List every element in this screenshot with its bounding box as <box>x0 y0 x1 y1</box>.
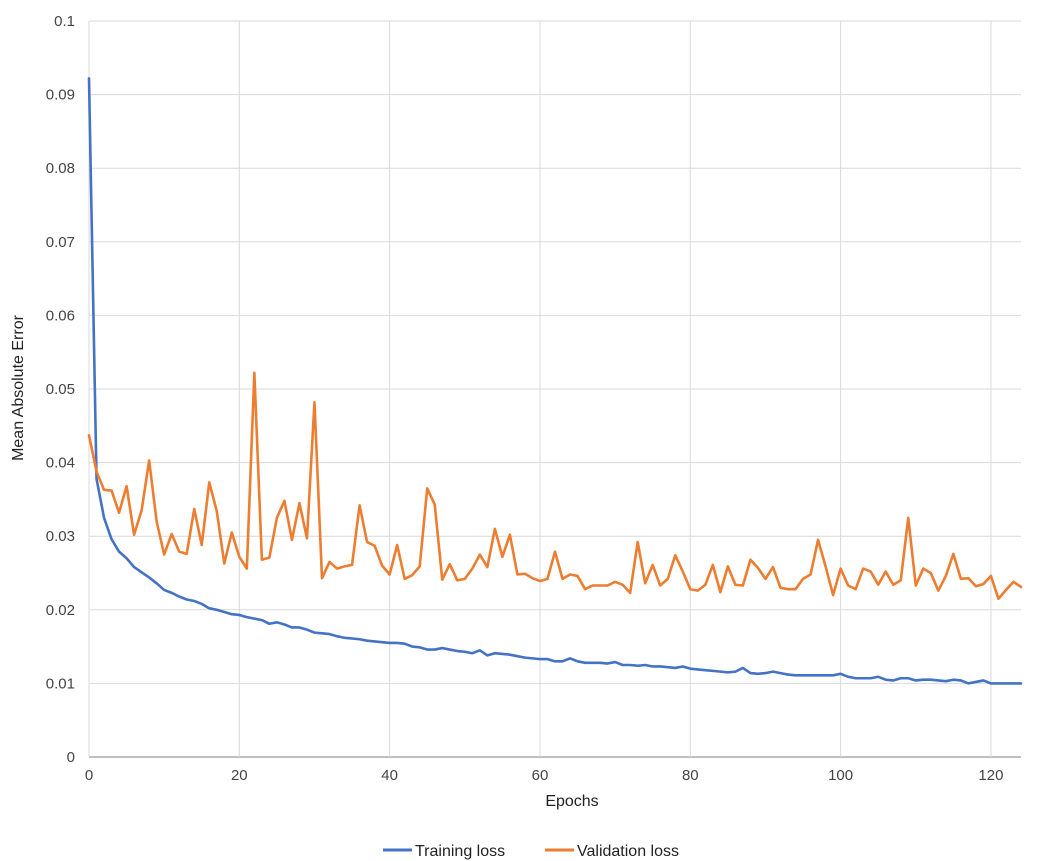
x-tick-label: 0 <box>85 767 93 784</box>
y-tick-label: 0.05 <box>46 381 75 398</box>
series-line-training-loss <box>87 77 1023 685</box>
y-tick-label: 0.06 <box>46 307 75 324</box>
y-tick-label: 0.03 <box>46 528 75 545</box>
plot-area <box>87 77 1023 685</box>
y-tick-label: 0.01 <box>46 675 75 692</box>
x-tick-label: 80 <box>682 767 699 784</box>
x-axis-title: Epochs <box>545 793 598 810</box>
y-tick-label: 0.09 <box>46 87 75 104</box>
grid-lines <box>88 20 1021 758</box>
x-tick-label: 120 <box>978 767 1003 784</box>
x-axis-ticks: 0 20 40 60 80 100 120 <box>85 767 1004 784</box>
legend-label-training-loss: Training loss <box>415 843 505 860</box>
y-tick-label: 0.1 <box>54 13 75 30</box>
y-tick-label: 0 <box>67 749 75 766</box>
x-tick-label: 60 <box>532 767 549 784</box>
y-tick-label: 0.07 <box>46 234 75 251</box>
series-line-validation-loss <box>87 371 1023 601</box>
x-tick-label: 40 <box>381 767 398 784</box>
y-tick-label: 0.08 <box>46 160 75 177</box>
legend-label-validation-loss: Validation loss <box>577 843 679 860</box>
x-tick-label: 100 <box>828 767 853 784</box>
y-axis-ticks: 0 0.01 0.02 0.03 0.04 0.05 0.06 0.07 0.08 0.09 0.1 <box>46 13 75 766</box>
legend: Training loss Validation loss <box>383 843 679 860</box>
x-tick-label: 20 <box>231 767 248 784</box>
y-tick-label: 0.02 <box>46 602 75 619</box>
y-axis-title: Mean Absolute Error <box>10 314 27 461</box>
y-tick-label: 0.04 <box>46 455 75 472</box>
